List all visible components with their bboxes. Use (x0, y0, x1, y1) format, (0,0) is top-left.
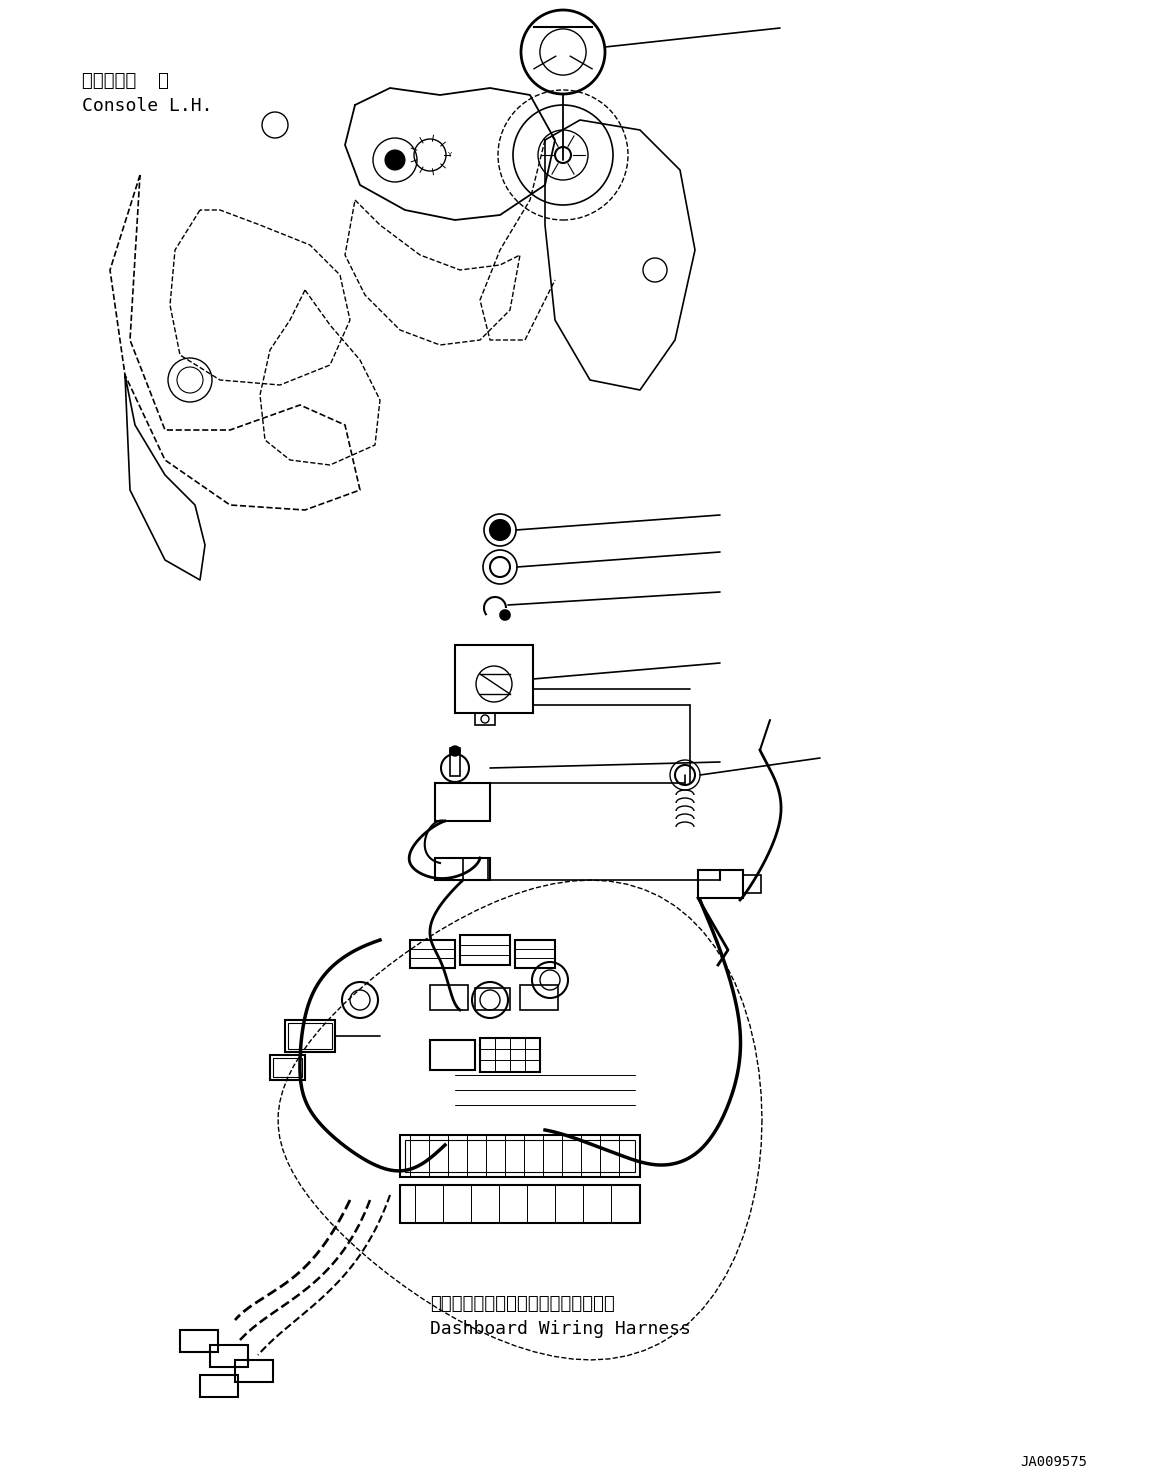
Bar (435, 858, 490, 880)
Bar (435, 784, 490, 821)
Bar (450, 748, 461, 776)
Bar (288, 1022, 331, 1049)
Bar (400, 1135, 640, 1177)
Bar (211, 1345, 248, 1367)
Bar (235, 1359, 273, 1382)
Bar (273, 1058, 302, 1077)
Text: ダッシュボードワイヤリングハーネス: ダッシュボードワイヤリングハーネス (430, 1296, 615, 1313)
Bar (270, 1055, 305, 1080)
Bar (698, 870, 743, 898)
Circle shape (490, 519, 511, 540)
Bar (180, 1330, 217, 1352)
Bar (200, 1376, 238, 1396)
Bar (430, 985, 468, 1011)
Text: Console L.H.: Console L.H. (83, 96, 213, 114)
Bar (520, 985, 558, 1011)
Bar (743, 876, 761, 893)
Bar (475, 712, 495, 726)
Text: Dashboard Wiring Harness: Dashboard Wiring Harness (430, 1319, 691, 1339)
Text: JA009575: JA009575 (1020, 1454, 1087, 1469)
Bar (480, 1037, 540, 1071)
Circle shape (450, 746, 461, 755)
Bar (285, 1020, 335, 1052)
Bar (430, 1040, 475, 1070)
Bar (455, 646, 533, 712)
Bar (405, 1140, 635, 1172)
Text: コンソール  左: コンソール 左 (83, 73, 169, 91)
Bar (475, 988, 511, 1011)
Bar (515, 939, 555, 968)
Circle shape (500, 610, 511, 620)
Text: Y: Y (448, 151, 452, 157)
Circle shape (385, 150, 405, 171)
Bar (461, 935, 511, 965)
Bar (411, 939, 455, 968)
Bar (463, 858, 488, 880)
Bar (400, 1186, 640, 1223)
